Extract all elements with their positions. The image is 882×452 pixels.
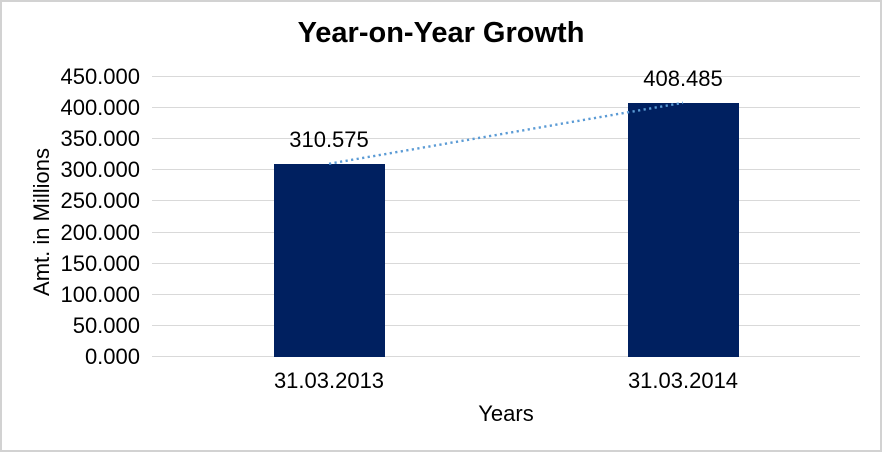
plot-area: 310.575 408.485: [152, 66, 860, 357]
gridline: [152, 76, 860, 77]
y-tick-label: 0.000: [84, 344, 140, 369]
bar: [627, 102, 739, 357]
y-tick-label: 400.000: [60, 95, 140, 121]
trendline-line: [328, 101, 684, 165]
chart-title: Year-on-Year Growth: [297, 17, 585, 49]
gridline: [152, 138, 860, 139]
y-tick-label: 150.000: [60, 250, 140, 276]
gridline: [152, 232, 860, 233]
bar: [273, 163, 385, 357]
y-tick-label: 350.000: [60, 126, 140, 152]
gridline: [152, 356, 860, 357]
x-tick-label: 31.03.2013: [273, 368, 385, 393]
gridline: [152, 294, 860, 295]
trendline: [328, 101, 684, 165]
data-label: 408.485: [643, 65, 723, 91]
gridline: [152, 169, 860, 170]
x-tick-label: 31.03.2014: [627, 368, 739, 393]
gridline: [152, 107, 860, 108]
y-tick-label: 250.000: [60, 188, 140, 214]
y-tick-label: 200.000: [60, 219, 140, 245]
gridline: [152, 325, 860, 326]
data-label: 310.575: [289, 126, 369, 152]
y-tick-label: 50.000: [72, 312, 140, 338]
y-tick-label: 300.000: [60, 157, 140, 183]
gridline: [152, 200, 860, 201]
x-axis-title: Years: [478, 401, 534, 426]
gridline: [152, 263, 860, 264]
y-tick-label: 450.000: [60, 64, 140, 89]
y-tick-label: 100.000: [60, 281, 140, 307]
